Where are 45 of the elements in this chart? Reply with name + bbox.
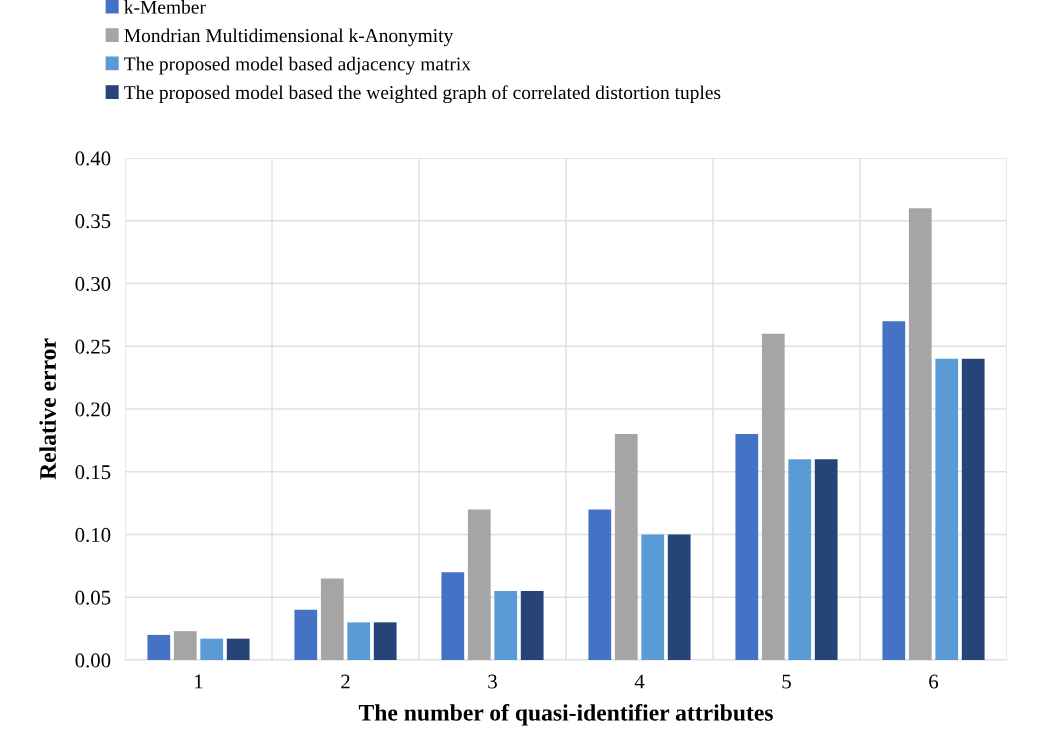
bar [147, 634, 171, 660]
legend-label: The proposed model based the weighted graph of correlated distortion tuples [124, 85, 721, 104]
x-tick-label: 1 [195, 674, 203, 689]
x-axis-title: The number of quasi-identifier attributes [358, 703, 773, 726]
bar [520, 590, 544, 660]
x-tick-label: 5 [782, 674, 791, 689]
bar [588, 509, 612, 660]
bar [882, 321, 906, 660]
y-tick-label: 0.40 [75, 151, 111, 166]
x-tick-label: 6 [929, 674, 939, 689]
x-tick-label: 3 [488, 674, 497, 689]
bar [788, 459, 812, 660]
bar [226, 638, 250, 660]
y-tick-label: 0.35 [75, 214, 111, 229]
y-tick-label: 0.30 [75, 276, 111, 292]
bar [373, 622, 397, 660]
bar [614, 434, 638, 660]
bar [200, 638, 224, 660]
legend-label: Mondrian Multidimensional k-Anonymity [124, 28, 454, 47]
bar [935, 358, 959, 660]
bar [735, 434, 759, 660]
y-tick-label: 0.25 [75, 339, 111, 354]
y-axis-title: Relative error [39, 338, 56, 480]
bar [441, 572, 465, 660]
x-tick-label: 2 [341, 674, 350, 689]
bar [173, 631, 197, 660]
bar [320, 578, 344, 660]
y-tick-label: 0.00 [75, 653, 111, 668]
bar [667, 534, 691, 660]
y-tick-label: 0.10 [75, 527, 111, 543]
bar [467, 509, 491, 660]
bar [494, 590, 518, 660]
bar [761, 333, 785, 660]
bar [294, 609, 318, 660]
bar [908, 208, 932, 660]
legend-label: The proposed model based adjacency matrix [124, 56, 471, 75]
x-tick-label: 4 [634, 674, 645, 689]
bar [641, 534, 665, 660]
y-tick-label: 0.20 [75, 402, 111, 417]
y-tick-label: 0.05 [75, 590, 111, 605]
bar [814, 459, 838, 660]
bar [347, 622, 371, 660]
y-tick-label: 0.15 [75, 465, 111, 480]
legend-label: k-Member [124, 0, 206, 14]
bar [961, 358, 985, 660]
